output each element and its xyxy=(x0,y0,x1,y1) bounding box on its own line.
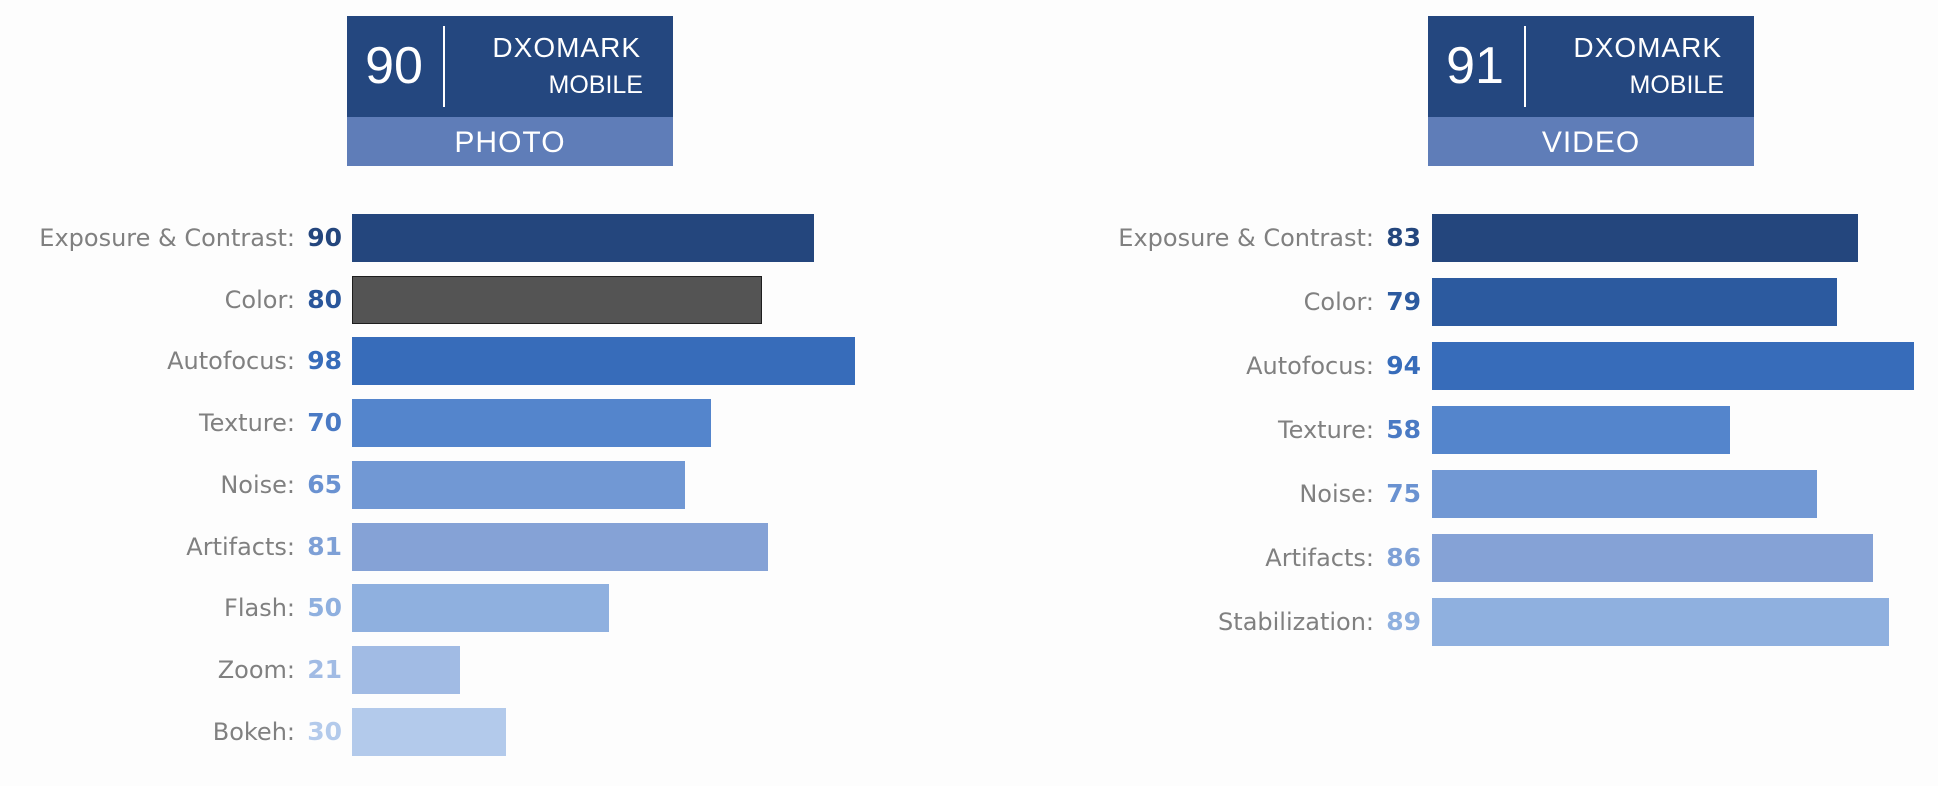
chart-row: Exposure & Contrast: 90 xyxy=(0,214,1938,262)
chart-row: Autofocus: 94 xyxy=(0,342,1938,390)
bar xyxy=(352,214,814,262)
category-label: Artifacts: xyxy=(1265,544,1374,572)
value-label: 94 xyxy=(1386,351,1421,380)
category-label: Artifacts: xyxy=(186,532,295,561)
value-label: 50 xyxy=(307,593,342,623)
photo-category-label: PHOTO xyxy=(347,117,673,166)
dxomark-logo: DXOMARK xyxy=(1573,32,1722,63)
bar xyxy=(352,645,460,694)
chart-row: Artifacts: 86 xyxy=(0,534,1938,582)
value-label: 81 xyxy=(307,531,342,561)
chart-row: Noise: 75 xyxy=(0,470,1938,518)
category-label: Noise: xyxy=(220,470,295,499)
bar xyxy=(1432,214,1858,262)
bar xyxy=(352,337,855,386)
chart-row: Noise: 65 xyxy=(0,460,1938,509)
category-label: Texture: xyxy=(199,409,295,438)
value-label: 30 xyxy=(307,716,342,746)
badge-mobile-label: MOBILE xyxy=(1629,71,1724,99)
category-label: Exposure & Contrast: xyxy=(39,224,295,252)
chart-row: Autofocus: 98 xyxy=(0,337,1938,386)
value-label: 58 xyxy=(1386,415,1421,444)
bar xyxy=(1432,406,1730,454)
chart-row: Color: 79 xyxy=(0,278,1938,326)
video-category-label: VIDEO xyxy=(1428,117,1754,166)
bar xyxy=(1432,278,1837,326)
value-label: 21 xyxy=(307,654,342,684)
bar xyxy=(1432,342,1914,390)
bar xyxy=(1432,470,1817,518)
chart-row: Bokeh: 30 xyxy=(0,707,1938,756)
chart-row: Zoom: 21 xyxy=(0,645,1938,694)
chart-row: Flash: 50 xyxy=(0,584,1938,633)
category-label: Bokeh: xyxy=(212,717,295,746)
chart-row: Exposure & Contrast: 83 xyxy=(0,214,1938,262)
category-label: Stabilization: xyxy=(1218,608,1374,636)
value-label: 75 xyxy=(1386,479,1421,508)
category-label: Texture: xyxy=(1278,416,1374,444)
video-overall-score: 91 xyxy=(1446,37,1504,95)
category-label: Flash: xyxy=(224,594,295,623)
badge-mobile-label: MOBILE xyxy=(548,71,643,99)
chart-row: Stabilization: 89 xyxy=(0,598,1938,646)
badge-divider xyxy=(1524,26,1526,107)
value-label: 79 xyxy=(1386,287,1421,316)
value-label: 70 xyxy=(307,408,342,438)
bar xyxy=(352,707,506,756)
chart-row: Color: 80 xyxy=(0,275,1938,324)
bar xyxy=(352,522,768,571)
value-label: 90 xyxy=(307,223,342,252)
category-label: Autofocus: xyxy=(1246,352,1374,380)
chart-row: Artifacts: 81 xyxy=(0,522,1938,571)
bar xyxy=(352,399,711,448)
category-label: Zoom: xyxy=(217,655,295,684)
bar xyxy=(352,460,685,509)
value-label: 98 xyxy=(307,346,342,376)
photo-badge-header: 90 DXOMARK MOBILE xyxy=(347,16,673,117)
bar xyxy=(1432,598,1889,646)
bar xyxy=(1432,534,1873,582)
category-label: Exposure & Contrast: xyxy=(1118,224,1374,252)
badge-divider xyxy=(443,26,445,107)
bar xyxy=(352,584,609,633)
value-label: 80 xyxy=(307,284,342,314)
bar xyxy=(352,275,762,324)
value-label: 89 xyxy=(1386,607,1421,636)
photo-overall-score: 90 xyxy=(365,37,423,95)
category-label: Color: xyxy=(1303,288,1374,316)
category-label: Autofocus: xyxy=(167,347,295,376)
category-label: Noise: xyxy=(1299,480,1374,508)
photo-badge: 90 DXOMARK MOBILE PHOTO xyxy=(347,16,673,166)
category-label: Color: xyxy=(224,285,295,314)
value-label: 83 xyxy=(1386,223,1421,252)
value-label: 65 xyxy=(307,469,342,499)
dxomark-logo: DXOMARK xyxy=(492,32,641,63)
video-badge: 91 DXOMARK MOBILE VIDEO xyxy=(1428,16,1754,166)
chart-row: Texture: 70 xyxy=(0,399,1938,448)
video-badge-header: 91 DXOMARK MOBILE xyxy=(1428,16,1754,117)
value-label: 86 xyxy=(1386,543,1421,572)
chart-row: Texture: 58 xyxy=(0,406,1938,454)
